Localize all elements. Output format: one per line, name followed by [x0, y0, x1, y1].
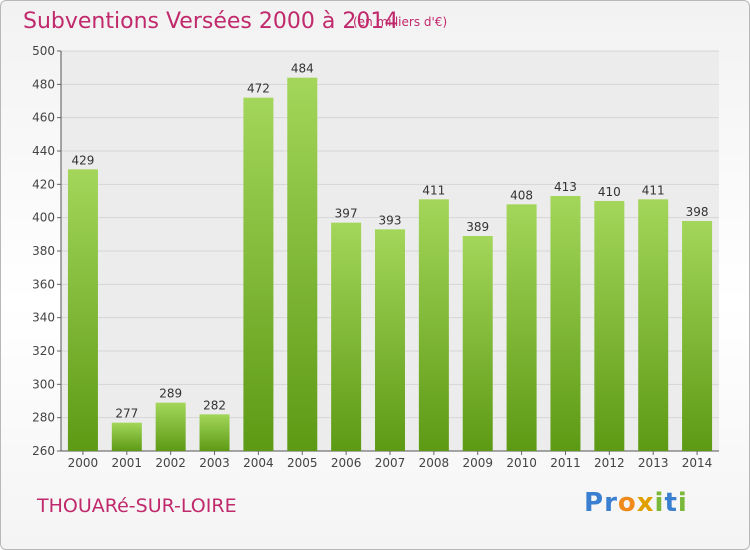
bar	[682, 221, 713, 451]
x-tick-label: 2009	[462, 456, 493, 470]
bar-value-label: 429	[71, 153, 94, 167]
x-tick-label: 2010	[506, 456, 537, 470]
bar	[155, 402, 186, 451]
bar-value-label: 472	[247, 82, 270, 96]
y-tick-label: 440	[32, 144, 55, 158]
bar-value-label: 282	[203, 398, 226, 412]
y-tick-label: 400	[32, 211, 55, 225]
bar	[111, 422, 142, 451]
y-tick-label: 340	[32, 311, 55, 325]
x-tick-label: 2008	[419, 456, 450, 470]
x-tick-label: 2012	[594, 456, 625, 470]
bar-value-label: 277	[115, 407, 138, 421]
chart-unit: (en milliers d'€)	[353, 15, 448, 29]
bar	[331, 222, 362, 451]
logo-letter: P	[584, 488, 605, 518]
logo-letter: o	[617, 488, 637, 518]
y-tick-label: 360	[32, 277, 55, 291]
chart-title: Subventions Versées 2000 à 2014	[23, 9, 399, 34]
bar-value-label: 408	[510, 188, 533, 202]
y-tick-label: 500	[32, 44, 55, 58]
proxiti-logo[interactable]: Proxiti	[584, 488, 688, 518]
x-tick-label: 2011	[550, 456, 581, 470]
bar-value-label: 289	[159, 387, 182, 401]
x-tick-label: 2005	[287, 456, 318, 470]
bar	[199, 414, 230, 451]
y-tick-label: 460	[32, 111, 55, 125]
bar-value-label: 411	[422, 183, 445, 197]
bar-value-label: 398	[686, 205, 709, 219]
x-tick-label: 2001	[112, 456, 143, 470]
bar-value-label: 397	[335, 207, 358, 221]
x-tick-label: 2004	[243, 456, 274, 470]
x-tick-label: 2013	[638, 456, 669, 470]
y-tick-label: 300	[32, 377, 55, 391]
bar	[594, 201, 625, 451]
bar-value-label: 411	[642, 183, 665, 197]
bar	[462, 236, 493, 451]
bar-value-label: 393	[379, 213, 402, 227]
bar	[550, 196, 581, 451]
bar	[638, 199, 669, 451]
x-tick-label: 2014	[682, 456, 713, 470]
logo-letter: i	[677, 488, 688, 518]
y-tick-label: 380	[32, 244, 55, 258]
x-tick-label: 2002	[155, 456, 186, 470]
y-tick-label: 320	[32, 344, 55, 358]
logo-letter: x	[636, 488, 655, 518]
bar-value-label: 413	[554, 180, 577, 194]
y-tick-label: 260	[32, 444, 55, 458]
logo-letter: i	[654, 488, 665, 518]
bar	[375, 229, 405, 451]
bar-value-label: 410	[598, 185, 621, 199]
bar-value-label: 484	[291, 62, 314, 76]
x-tick-label: 2003	[199, 456, 230, 470]
y-tick-label: 480	[32, 77, 55, 91]
town-name: THOUARé-SUR-LOIRE	[37, 495, 237, 517]
bar	[287, 77, 318, 452]
bar-value-label: 389	[466, 220, 489, 234]
bar	[67, 169, 98, 452]
x-tick-label: 2000	[68, 456, 99, 470]
x-tick-label: 2007	[375, 456, 406, 470]
bar	[506, 204, 537, 451]
logo-letter: t	[664, 488, 678, 518]
y-tick-label: 420	[32, 177, 55, 191]
y-tick-label: 280	[32, 411, 55, 425]
x-tick-label: 2006	[331, 456, 362, 470]
bar	[418, 199, 449, 451]
logo-letter: r	[604, 488, 618, 518]
bar	[243, 97, 274, 452]
